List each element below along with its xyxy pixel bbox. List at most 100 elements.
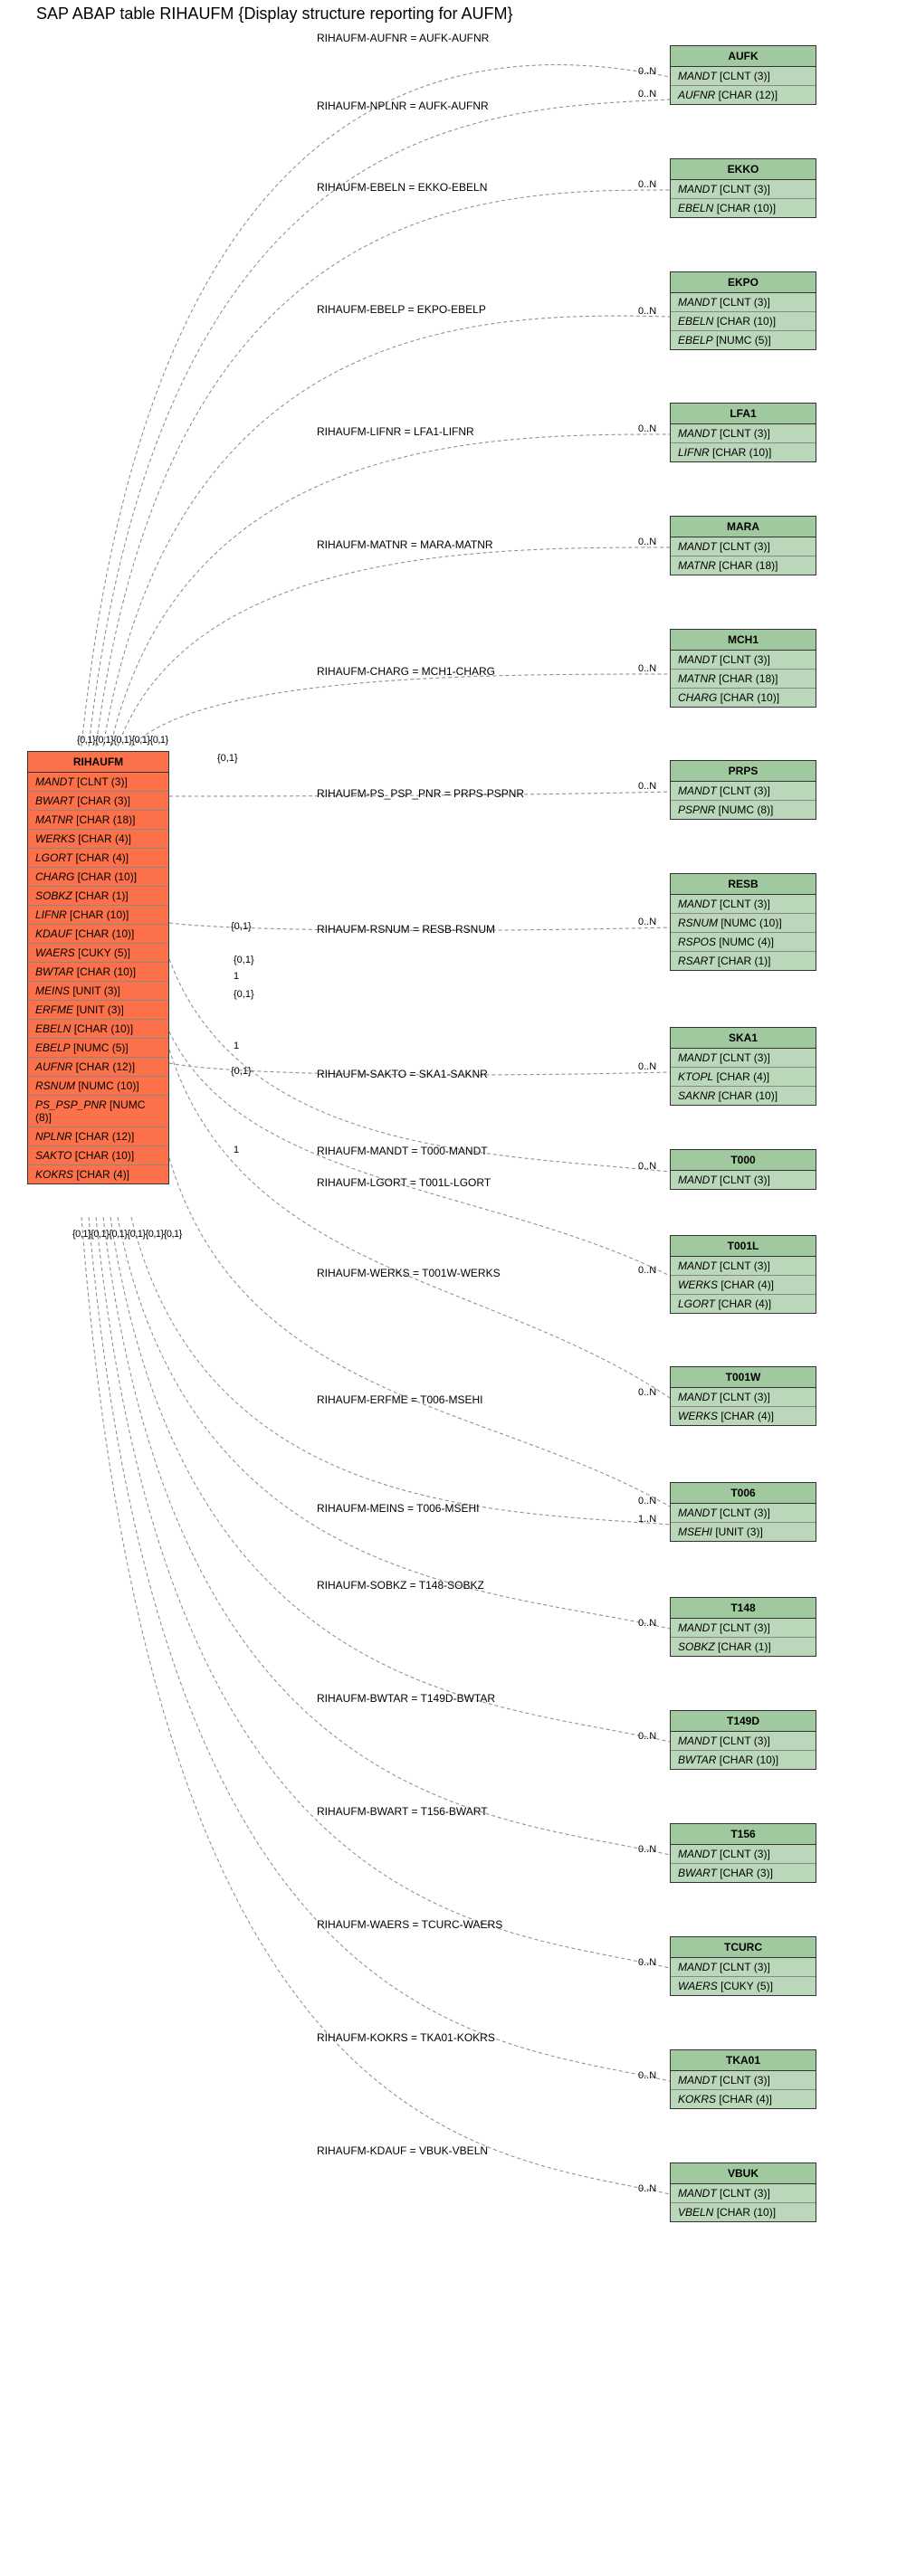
entity-field: MANDT [CLNT (3)] (671, 1732, 816, 1751)
entity-field: MANDT [CLNT (3)] (671, 1504, 816, 1523)
related-entity: TKA01MANDT [CLNT (3)]KOKRS [CHAR (4)] (670, 2049, 816, 2109)
entity-field: BWTAR [CHAR (10)] (671, 1751, 816, 1769)
entity-field: MANDT [CLNT (3)] (671, 1171, 816, 1189)
related-entity: PRPSMANDT [CLNT (3)]PSPNR [NUMC (8)] (670, 760, 816, 820)
entity-header: PRPS (671, 761, 816, 782)
edge-label: RIHAUFM-KOKRS = TKA01-KOKRS (317, 2031, 495, 2044)
edge-label: RIHAUFM-WERKS = T001W-WERKS (317, 1267, 501, 1279)
main-entity: RIHAUFMMANDT [CLNT (3)]BWART [CHAR (3)]M… (27, 751, 169, 1184)
entity-field: MANDT [CLNT (3)] (671, 1958, 816, 1977)
entity-field: WAERS [CUKY (5)] (671, 1977, 816, 1995)
cardinality-left: {0,1} (234, 989, 254, 1000)
entity-field: MANDT [CLNT (3)] (671, 424, 816, 443)
diagram-title: SAP ABAP table RIHAUFM {Display structur… (36, 5, 513, 24)
cardinality-right: 0..N (638, 663, 656, 674)
entity-field: MATNR [CHAR (18)] (28, 811, 168, 830)
entity-field: MANDT [CLNT (3)] (671, 2071, 816, 2090)
entity-field: EBELN [CHAR (10)] (671, 199, 816, 217)
entity-header: MARA (671, 517, 816, 537)
entity-field: CHARG [CHAR (10)] (28, 868, 168, 887)
edge-label: RIHAUFM-MEINS = T006-MSEHI (317, 1502, 479, 1515)
entity-field: KOKRS [CHAR (4)] (671, 2090, 816, 2108)
edge-label: RIHAUFM-SOBKZ = T148-SOBKZ (317, 1579, 484, 1592)
cardinality-left: 1 (234, 971, 239, 982)
entity-header: T006 (671, 1483, 816, 1504)
entity-field: MANDT [CLNT (3)] (671, 2184, 816, 2203)
edge-label: RIHAUFM-MANDT = T000-MANDT (317, 1145, 488, 1157)
edge-label: RIHAUFM-BWART = T156-BWART (317, 1805, 488, 1818)
related-entity: T000MANDT [CLNT (3)] (670, 1149, 816, 1190)
entity-field: WERKS [CHAR (4)] (28, 830, 168, 849)
related-entity: T006MANDT [CLNT (3)]MSEHI [UNIT (3)] (670, 1482, 816, 1542)
edge-label: RIHAUFM-EBELN = EKKO-EBELN (317, 181, 487, 194)
entity-field: RSART [CHAR (1)] (671, 952, 816, 970)
cardinality-left: 1 (234, 1145, 239, 1155)
cardinality-right: 0..N (638, 66, 656, 77)
related-entity: T001LMANDT [CLNT (3)]WERKS [CHAR (4)]LGO… (670, 1235, 816, 1314)
edge-label: RIHAUFM-RSNUM = RESB-RSNUM (317, 923, 495, 936)
entity-field: MANDT [CLNT (3)] (671, 180, 816, 199)
edge-label: RIHAUFM-SAKTO = SKA1-SAKNR (317, 1068, 488, 1080)
entity-field: VBELN [CHAR (10)] (671, 2203, 816, 2221)
related-entity: EKKOMANDT [CLNT (3)]EBELN [CHAR (10)] (670, 158, 816, 218)
entity-field: MSEHI [UNIT (3)] (671, 1523, 816, 1541)
cardinality-right: 0..N (638, 179, 656, 190)
edge-label: RIHAUFM-NPLNR = AUFK-AUFNR (317, 100, 489, 112)
cardinality-left: 1 (234, 1041, 239, 1051)
cardinality-right: 0..N (638, 1496, 656, 1507)
entity-header: T156 (671, 1824, 816, 1845)
cardinality-right: 0..N (638, 1957, 656, 1968)
entity-field: LGORT [CHAR (4)] (671, 1295, 816, 1313)
entity-header: T149D (671, 1711, 816, 1732)
entity-header: EKKO (671, 159, 816, 180)
cardinality-right: 0..N (638, 1731, 656, 1742)
edge-label: RIHAUFM-LIFNR = LFA1-LIFNR (317, 425, 474, 438)
cardinality-right: 0..N (638, 423, 656, 434)
cardinality-right: 0..N (638, 89, 656, 100)
entity-header: TKA01 (671, 2050, 816, 2071)
entity-field: LIFNR [CHAR (10)] (671, 443, 816, 461)
edge-label: RIHAUFM-WAERS = TCURC-WAERS (317, 1918, 502, 1931)
related-entity: MARAMANDT [CLNT (3)]MATNR [CHAR (18)] (670, 516, 816, 575)
related-entity: SKA1MANDT [CLNT (3)]KTOPL [CHAR (4)]SAKN… (670, 1027, 816, 1106)
entity-header: EKPO (671, 272, 816, 293)
cardinality-right: 0..N (638, 1618, 656, 1629)
related-entity: RESBMANDT [CLNT (3)]RSNUM [NUMC (10)]RSP… (670, 873, 816, 971)
entity-field: BWART [CHAR (3)] (28, 792, 168, 811)
entity-header: SKA1 (671, 1028, 816, 1049)
cardinality-right: 0..N (638, 1161, 656, 1172)
entity-field: MANDT [CLNT (3)] (671, 1257, 816, 1276)
entity-header: RESB (671, 874, 816, 895)
entity-field: MEINS [UNIT (3)] (28, 982, 168, 1001)
related-entity: EKPOMANDT [CLNT (3)]EBELN [CHAR (10)]EBE… (670, 271, 816, 350)
entity-field: MANDT [CLNT (3)] (671, 1619, 816, 1638)
entity-field: MATNR [CHAR (18)] (671, 670, 816, 689)
entity-field: PS_PSP_PNR [NUMC (8)] (28, 1096, 168, 1127)
cardinality-left: {0,1} (234, 955, 254, 965)
cardinality-right: 0..N (638, 1844, 656, 1855)
entity-field: EBELP [NUMC (5)] (671, 331, 816, 349)
entity-field: LIFNR [CHAR (10)] (28, 906, 168, 925)
entity-field: MANDT [CLNT (3)] (671, 537, 816, 556)
related-entity: TCURCMANDT [CLNT (3)]WAERS [CUKY (5)] (670, 1936, 816, 1996)
cardinality-right: 0..N (638, 1265, 656, 1276)
edge-label: RIHAUFM-ERFME = T006-MSEHI (317, 1393, 482, 1406)
entity-field: MANDT [CLNT (3)] (671, 293, 816, 312)
entity-header: VBUK (671, 2163, 816, 2184)
related-entity: MCH1MANDT [CLNT (3)]MATNR [CHAR (18)]CHA… (670, 629, 816, 708)
entity-header: T001L (671, 1236, 816, 1257)
edge-label: RIHAUFM-PS_PSP_PNR = PRPS-PSPNR (317, 787, 524, 800)
edge-label: RIHAUFM-MATNR = MARA-MATNR (317, 538, 493, 551)
cardinality-right: 0..N (638, 2183, 656, 2194)
entity-field: WAERS [CUKY (5)] (28, 944, 168, 963)
cardinality-right: 1..N (638, 1514, 656, 1525)
entity-field: MANDT [CLNT (3)] (671, 782, 816, 801)
entity-field: MANDT [CLNT (3)] (671, 1845, 816, 1864)
entity-field: MANDT [CLNT (3)] (671, 1049, 816, 1068)
cardinality-left-group-top: {0,1}{0,1}{0,1}{0,1}{0,1} (77, 735, 168, 746)
cardinality-right: 0..N (638, 781, 656, 792)
entity-field: MATNR [CHAR (18)] (671, 556, 816, 575)
edge-label: RIHAUFM-CHARG = MCH1-CHARG (317, 665, 495, 678)
entity-field: MANDT [CLNT (3)] (671, 895, 816, 914)
cardinality-left: {0,1} (231, 921, 252, 932)
